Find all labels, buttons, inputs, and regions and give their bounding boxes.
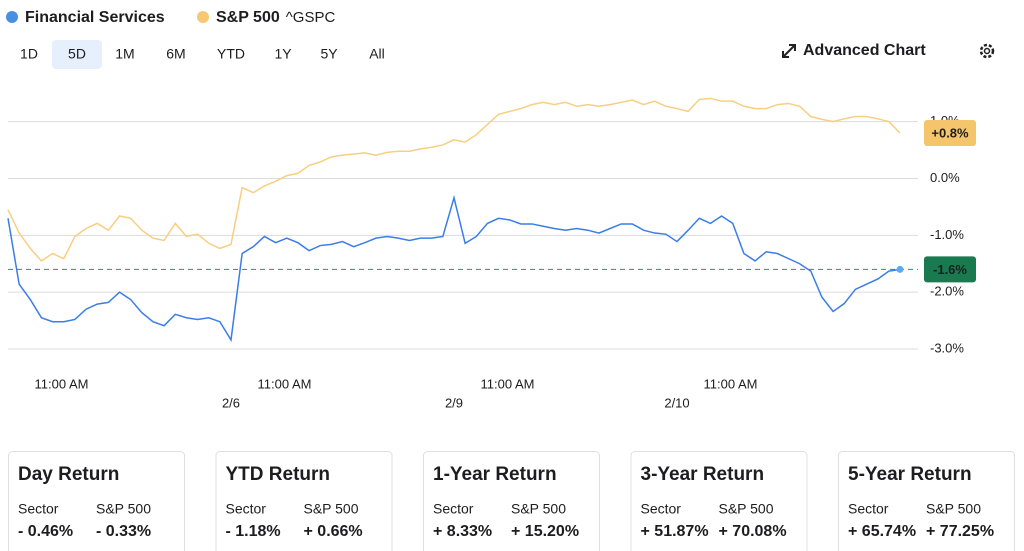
- return-card: [630, 451, 808, 551]
- line-series: [7, 97, 901, 262]
- card-sp-label: S&P 500: [96, 501, 151, 517]
- card-sp-label: S&P 500: [511, 501, 566, 517]
- x-tick-label: 11:00 AM: [258, 376, 312, 391]
- card-sector-label: Sector: [848, 501, 889, 517]
- card-sector-value: + 51.87%: [641, 523, 709, 540]
- card-sp-value: - 0.33%: [96, 523, 151, 540]
- return-card: [423, 451, 600, 551]
- range-button[interactable]: 5Y: [320, 46, 338, 62]
- range-button[interactable]: 1M: [115, 46, 134, 62]
- return-card: [838, 451, 1015, 551]
- card-sp-value: + 15.20%: [511, 523, 579, 540]
- legend-symbol: ^GSPC: [286, 9, 336, 26]
- card-sector-value: - 0.46%: [18, 523, 73, 540]
- card-sp-label: S&P 500: [926, 501, 981, 517]
- date-label: 2/10: [664, 395, 689, 410]
- card-title: Day Return: [18, 464, 119, 485]
- range-button[interactable]: All: [369, 46, 385, 62]
- card-sector-label: Sector: [18, 501, 59, 517]
- legend-label: S&P 500: [216, 9, 280, 26]
- card-title: YTD Return: [226, 464, 331, 485]
- card-sector-label: Sector: [641, 501, 682, 517]
- settings-icon[interactable]: [979, 43, 995, 59]
- card-sector-value: - 1.18%: [226, 523, 281, 540]
- card-sector-label: Sector: [433, 501, 474, 517]
- value-label: -1.6%: [933, 262, 967, 277]
- x-tick-label: 11:00 AM: [35, 376, 89, 391]
- range-button[interactable]: 1D: [20, 46, 38, 62]
- range-button[interactable]: 6M: [166, 46, 185, 62]
- y-tick-label: -3.0%: [930, 340, 964, 355]
- value-label: +0.8%: [931, 125, 969, 140]
- date-label: 2/6: [222, 395, 240, 410]
- range-button[interactable]: 1Y: [274, 46, 292, 62]
- return-card: [8, 451, 185, 551]
- card-sp-value: + 0.66%: [304, 523, 363, 540]
- card-title: 3-Year Return: [641, 464, 765, 485]
- legend-label: Financial Services: [25, 9, 165, 26]
- value-label-bg: [924, 120, 976, 147]
- card-sp-label: S&P 500: [719, 501, 774, 517]
- card-sp-value: + 70.08%: [719, 523, 787, 540]
- legend-dot: [197, 11, 209, 23]
- range-selected: [52, 40, 102, 69]
- card-title: 5-Year Return: [848, 464, 972, 485]
- value-label-bg: [924, 256, 976, 283]
- legend-dot: [6, 11, 18, 23]
- advanced-chart[interactable]: Advanced Chart: [803, 42, 926, 59]
- range-button[interactable]: 5D: [68, 46, 86, 62]
- return-card: [215, 451, 393, 551]
- x-tick-label: 11:00 AM: [704, 376, 758, 391]
- card-sector-value: + 8.33%: [433, 523, 492, 540]
- card-sp-label: S&P 500: [304, 501, 359, 517]
- last-point: [896, 265, 904, 273]
- card-sp-value: + 77.25%: [926, 523, 994, 540]
- card-sector-value: + 65.74%: [848, 523, 916, 540]
- range-button[interactable]: YTD: [217, 46, 245, 62]
- y-tick-label: -2.0%: [930, 284, 964, 299]
- y-tick-label: 0.0%: [930, 170, 960, 185]
- expand-icon[interactable]: [782, 44, 796, 58]
- y-tick-label: -1.0%: [930, 227, 964, 242]
- card-sector-label: Sector: [226, 501, 267, 517]
- x-tick-label: 11:00 AM: [481, 376, 535, 391]
- card-title: 1-Year Return: [433, 464, 557, 485]
- date-label: 2/9: [445, 395, 463, 410]
- line-series: [7, 194, 901, 343]
